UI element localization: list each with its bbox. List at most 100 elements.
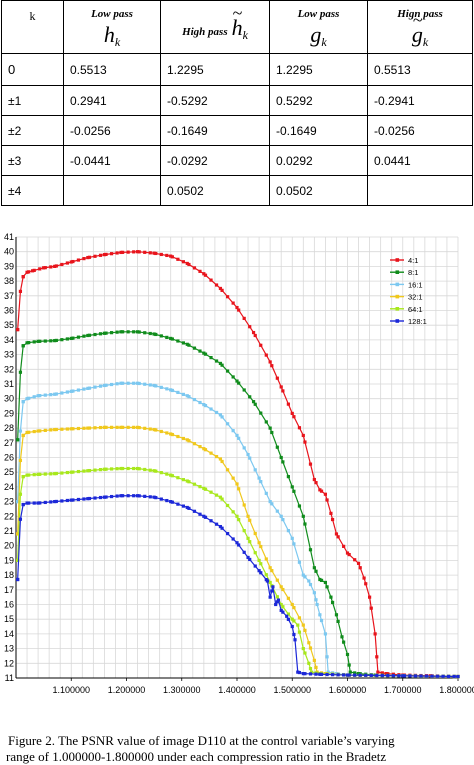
data-point (259, 480, 263, 484)
data-point (218, 457, 223, 461)
data-point (126, 494, 130, 498)
data-point (248, 325, 252, 329)
data-point (27, 430, 31, 434)
data-point (152, 332, 156, 336)
data-point (165, 431, 169, 435)
y-tick-label: 34 (4, 335, 14, 345)
data-point (154, 469, 158, 473)
data-point (176, 434, 180, 439)
data-point (347, 673, 351, 677)
data-point (32, 395, 36, 399)
data-point (268, 595, 272, 599)
data-point (115, 467, 119, 471)
data-point (203, 273, 208, 277)
data-point (181, 436, 186, 441)
data-point (135, 425, 140, 429)
data-point (231, 537, 235, 541)
data-point (159, 252, 163, 257)
data-point (25, 473, 29, 477)
data-point (18, 458, 23, 463)
data-point (203, 515, 208, 519)
data-point (319, 672, 324, 676)
data-point (121, 494, 125, 498)
data-point (104, 383, 108, 387)
data-point (119, 381, 123, 385)
cell-h-tilde: -0.1649 (160, 115, 270, 146)
data-point (135, 494, 140, 498)
y-tick-label: 25 (4, 467, 14, 477)
chart-axes: 11 12 13 14 15 16 17 18 19 20 21 22 23 24 25 26 27 28 29 30… (4, 232, 474, 695)
data-point (18, 492, 23, 496)
data-point (32, 268, 36, 272)
data-point (181, 392, 186, 396)
data-point (270, 589, 274, 593)
cell-g: 1.2295 (269, 53, 368, 86)
data-point (296, 670, 300, 674)
data-point (358, 566, 362, 570)
data-point (121, 330, 125, 334)
data-point (119, 494, 123, 498)
data-point (38, 472, 42, 476)
data-point (143, 331, 147, 335)
data-point (279, 385, 283, 389)
data-point (143, 382, 147, 386)
data-point (330, 600, 335, 605)
data-point (82, 497, 86, 501)
data-point (303, 672, 307, 676)
data-point (43, 500, 47, 505)
data-point (237, 381, 241, 385)
data-point (176, 339, 180, 343)
data-point (165, 335, 169, 340)
data-point (364, 582, 368, 586)
data-point (137, 381, 141, 386)
data-point (318, 488, 322, 492)
data-point (76, 426, 81, 431)
cell-h-tilde: 1.2295 (160, 53, 270, 86)
data-point (242, 529, 246, 533)
data-point (235, 305, 239, 310)
data-point (286, 612, 290, 616)
cell-g: 0.0292 (269, 145, 368, 176)
data-point (71, 336, 75, 340)
data-point (154, 251, 158, 256)
data-point (235, 541, 239, 545)
data-point (159, 471, 163, 475)
data-point (185, 505, 189, 510)
cell-h: -0.0256 (63, 115, 161, 146)
filter-coefficient-table: k Low pass hk High pass hk Low pass gk H… (1, 0, 473, 206)
data-point (375, 655, 379, 659)
data-point (259, 571, 263, 575)
data-point (265, 579, 269, 583)
y-tick-label: 37 (4, 291, 14, 301)
data-point (452, 674, 456, 679)
data-point (76, 469, 81, 474)
data-point (203, 404, 208, 408)
data-point (380, 673, 384, 678)
data-point (49, 339, 53, 343)
data-point (253, 531, 257, 536)
data-point (38, 394, 42, 398)
data-point (115, 382, 119, 386)
data-point (176, 257, 180, 261)
data-point (132, 494, 136, 498)
series-6 (16, 494, 460, 679)
data-point (292, 619, 296, 623)
data-point (87, 468, 92, 473)
data-point (43, 393, 47, 397)
data-point (187, 262, 191, 267)
data-point (119, 330, 123, 334)
data-point (102, 425, 106, 429)
data-point (198, 400, 202, 405)
data-point (248, 456, 252, 460)
data-point (49, 472, 53, 476)
table-row: 0 0.5513 1.2295 1.2295 0.5513 (1, 53, 473, 86)
data-point (220, 288, 224, 292)
data-point (226, 503, 230, 508)
data-point (93, 385, 97, 389)
data-point (402, 674, 407, 678)
cell-h-tilde: -0.5292 (160, 85, 270, 116)
data-point (32, 429, 36, 434)
y-tick-label: 28 (4, 423, 14, 433)
data-point (397, 674, 401, 678)
data-point (126, 250, 130, 254)
